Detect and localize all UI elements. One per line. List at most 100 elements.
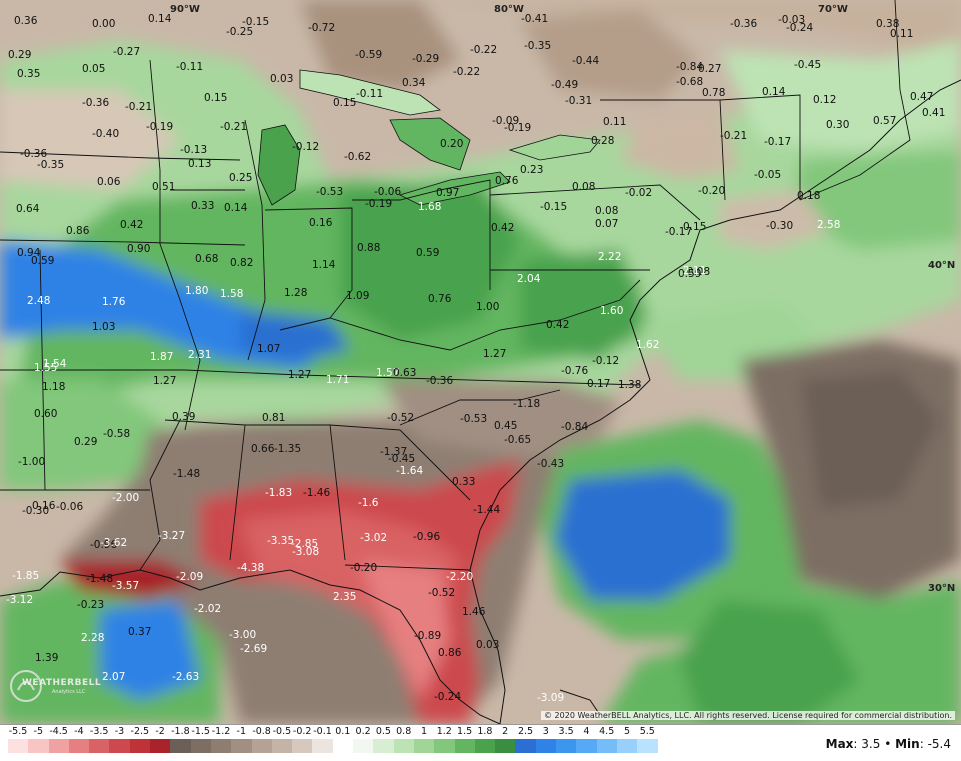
value-label: 0.34 — [402, 77, 426, 89]
value-label: 0.57 — [873, 115, 896, 127]
legend-tick-label: 4.5 — [599, 726, 615, 737]
legend-tick-label: -3 — [114, 726, 125, 737]
value-label: -0.53 — [460, 413, 487, 425]
value-label: -0.15 — [540, 201, 567, 213]
great-lakes — [257, 69, 601, 206]
value-label: -2.20 — [446, 571, 473, 583]
legend-swatch — [616, 739, 638, 753]
value-label: 0.16 — [32, 500, 56, 512]
value-label: 0.38 — [876, 18, 899, 30]
legend-swatch — [474, 739, 496, 753]
value-label: 1.54 — [43, 358, 67, 370]
value-label: 1.55 — [34, 362, 57, 374]
legend-tick-label: -0.2 — [292, 726, 312, 737]
value-label: -0.17 — [665, 226, 692, 238]
value-label: 0.14 — [762, 86, 786, 98]
lat-label-30n: 30°N — [928, 583, 955, 594]
value-label: -0.58 — [103, 428, 130, 440]
min-value: -5.4 — [927, 737, 951, 751]
value-label: -3.08 — [292, 546, 319, 558]
value-label: -0.09 — [492, 115, 519, 127]
legend-swatch — [556, 739, 577, 753]
value-label: 0.28 — [591, 135, 614, 147]
value-label: -0.96 — [413, 531, 440, 543]
max-label: Max — [825, 737, 854, 751]
max-min-readout: Max: 3.5 • Min: -5.4 — [825, 737, 951, 751]
value-label: 1.27 — [288, 369, 311, 381]
value-label: -0.22 — [453, 66, 480, 78]
value-label: 2.11 — [683, 265, 706, 277]
value-label: -0.43 — [537, 458, 564, 470]
value-label: -0.20 — [698, 185, 725, 197]
value-label: 0.81 — [262, 412, 285, 424]
max-value: 3.5 — [861, 737, 881, 751]
legend-tick-label: -0.8 — [252, 726, 271, 737]
legend-tick-label: -2.5 — [130, 726, 150, 737]
value-label: 0.16 — [309, 217, 333, 229]
legend-tick-label: 2.5 — [517, 726, 534, 737]
legend-tick-label: -1 — [236, 726, 247, 737]
value-label: 0.88 — [357, 242, 380, 254]
value-label: 1.09 — [346, 290, 369, 302]
value-label: 0.36 — [14, 15, 38, 27]
legend-swatch — [535, 739, 557, 753]
lat-label-40n: 40°N — [928, 260, 955, 271]
value-label: -1.6 — [358, 497, 379, 509]
value-label: 0.12 — [813, 94, 836, 106]
value-label: 0.82 — [230, 257, 253, 269]
value-label: 0.64 — [16, 203, 40, 215]
value-label: -0.15 — [242, 16, 269, 28]
legend-swatch — [515, 739, 536, 753]
lon-label-70w: 70°W — [818, 4, 848, 15]
value-label: 0.17 — [587, 378, 610, 390]
value-label: 1.18 — [42, 381, 65, 393]
value-label: 0.90 — [127, 243, 150, 255]
value-label: 1.68 — [418, 201, 441, 213]
value-label: 0.78 — [702, 87, 725, 99]
value-label: -0.24 — [434, 691, 461, 703]
value-label: -0.29 — [412, 53, 439, 65]
value-label: -3.27 — [158, 530, 185, 542]
value-label: 0.13 — [188, 158, 211, 170]
precipitation-anomaly-map: 90°W 80°W 70°W 40°N 30°N 0.36 0.00 0.14 -0.… — [0, 0, 961, 724]
legend-swatch — [150, 739, 171, 753]
value-label: 0.42 — [491, 222, 514, 234]
legend-tick-label: -2 — [155, 726, 165, 737]
value-label: -3.57 — [112, 580, 139, 592]
legend-tick-label: -5 — [33, 726, 44, 737]
legend-swatch — [454, 739, 475, 753]
value-label: 0.37 — [128, 626, 151, 638]
value-label: -0.89 — [414, 630, 441, 642]
value-label: -0.06 — [56, 501, 83, 513]
value-label: 0.86 — [66, 225, 90, 237]
weatherbell-logo: WEATHERBELL Analytics LLC — [8, 668, 101, 704]
value-label: -0.21 — [220, 121, 247, 133]
value-label: -1.18 — [513, 398, 540, 410]
map-canvas: 90°W 80°W 70°W 40°N 30°N 0.36 0.00 0.14 -0.… — [0, 0, 961, 724]
value-label: -0.19 — [365, 198, 392, 210]
coastline — [0, 79, 961, 724]
value-label: 0.06 — [97, 176, 121, 188]
value-label: 2.22 — [598, 251, 621, 263]
station-value-labels: 0.36 0.00 0.14 -0.15-0.25 -0.72-0.41 -0.36 -0.… — [6, 13, 945, 704]
legend-swatch — [89, 739, 110, 753]
value-label: -0.45 — [794, 59, 821, 71]
logo-subtext: Analytics LLC — [52, 689, 86, 695]
value-label: 0.76 — [495, 175, 519, 187]
value-label: 0.30 — [826, 119, 849, 131]
value-label: -0.21 — [720, 130, 747, 142]
value-label: 0.33 — [191, 200, 214, 212]
value-label: -0.24 — [786, 22, 813, 34]
lon-label-80w: 80°W — [494, 4, 524, 15]
value-label: 2.04 — [517, 273, 541, 285]
value-label: 2.31 — [188, 349, 211, 361]
value-label: -0.52 — [428, 587, 455, 599]
legend-tick-label: 4 — [583, 726, 590, 737]
value-label: -0.05 — [754, 169, 781, 181]
value-label: 0.03 — [476, 639, 499, 651]
value-label: 1.38 — [618, 379, 641, 391]
value-label: -0.23 — [77, 599, 104, 611]
legend-swatch — [292, 739, 313, 753]
legend-tick-label: 0.2 — [355, 726, 371, 737]
value-label: 0.15 — [683, 221, 706, 233]
